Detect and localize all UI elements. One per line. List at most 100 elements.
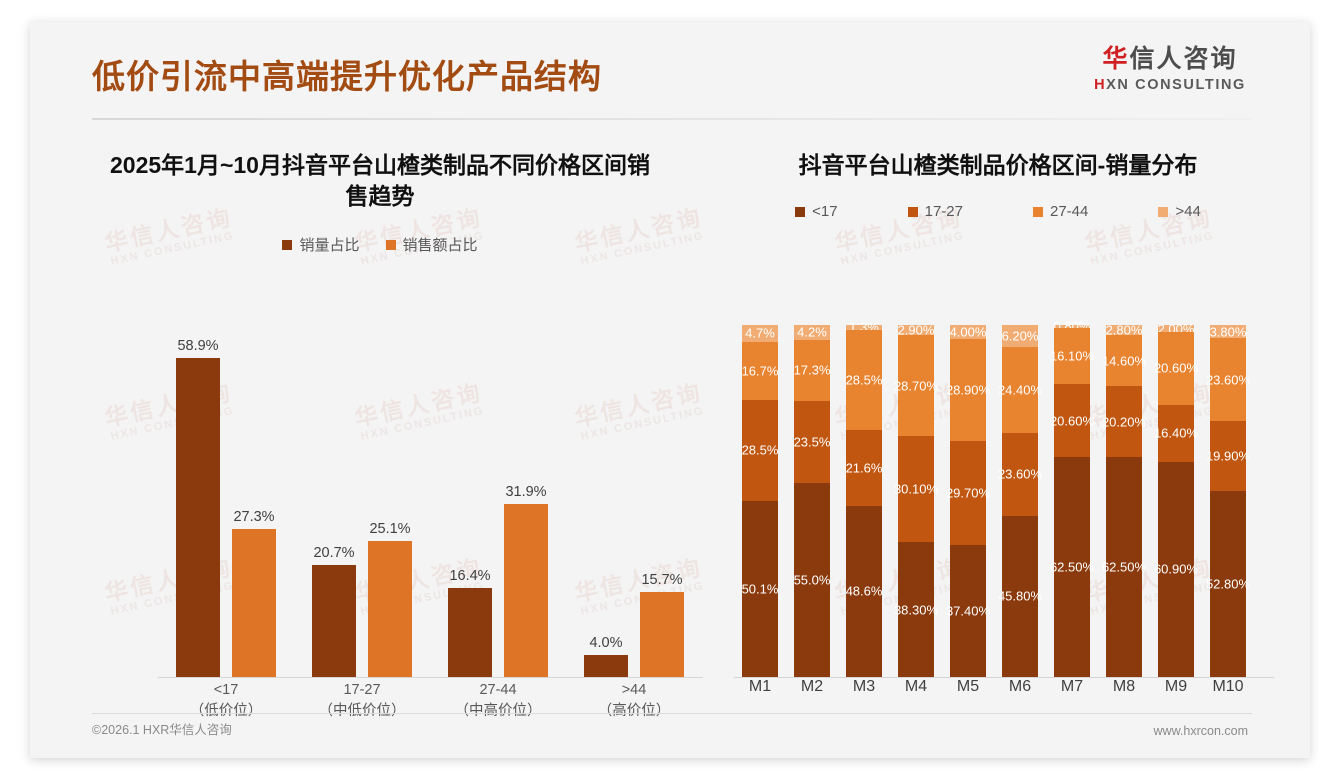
slide: 低价引流中高端提升优化产品结构 华信人咨询 HXN CONSULTING 华信人…	[30, 22, 1310, 758]
stack-segment-17-27-M10[interactable]: 19.90%	[1206, 421, 1250, 492]
stack-value-label: 60.90%	[1153, 561, 1199, 577]
stack-value-label: 23.5%	[793, 434, 831, 450]
stacked-bar-M7[interactable]: 0.80% 16.10% 20.60% 62.50%	[1050, 319, 1094, 677]
stack-segment-27-44-M1[interactable]: 16.7%	[742, 341, 778, 401]
stack-segment-<17-M9[interactable]: 60.90%	[1154, 462, 1198, 677]
bar-group-<17: 58.9% 27.3%	[158, 325, 294, 677]
stack-segment-27-44-M8[interactable]: 14.60%	[1102, 334, 1146, 387]
legend-item-销量占比[interactable]: 销量占比	[282, 234, 360, 255]
x-tick-<17: <17 （低价位）	[158, 680, 294, 722]
stack-segment->44-M6[interactable]: 6.20%	[1002, 325, 1038, 347]
right-chart-x-axis	[734, 677, 1274, 678]
stacked-bar-M3[interactable]: 1.3% 28.5% 21.6% 48.6%	[845, 320, 883, 677]
stack-segment-27-44-M7[interactable]: 16.10%	[1050, 327, 1094, 385]
bar-销量占比-<17[interactable]: 58.9%	[176, 338, 220, 677]
x-tick-17-27: 17-27 （中低价位）	[294, 680, 430, 722]
stack-value-label: 28.5%	[845, 372, 883, 388]
bar-销售额占比-17-27[interactable]: 25.1%	[368, 521, 412, 677]
stacked-bar-M6[interactable]: 6.20% 24.40% 23.60% 45.80%	[998, 325, 1042, 677]
stack-value-label: 19.90%	[1205, 448, 1251, 464]
stack-segment-17-27-M1[interactable]: 28.5%	[742, 400, 778, 501]
stack-segment-<17-M10[interactable]: 52.80%	[1206, 491, 1250, 678]
logo-hua-char: 华	[1102, 45, 1130, 73]
stack-segment-17-27-M2[interactable]: 23.5%	[793, 400, 831, 484]
stack-value-label: 3.80%	[1209, 324, 1247, 340]
bar-value-label: 4.0%	[589, 635, 623, 652]
stack-segment-<17-M4[interactable]: 38.30%	[894, 542, 938, 677]
stack-value-label: 28.90%	[945, 382, 991, 398]
stack-segment-<17-M5[interactable]: 37.40%	[946, 545, 990, 677]
legend-label: <17	[812, 203, 838, 221]
stacked-bar-M2[interactable]: 4.2% 17.3% 23.5% 55.0%	[794, 325, 830, 677]
stacked-bar-M1[interactable]: 4.7% 16.7% 28.5% 50.1%	[742, 325, 778, 677]
stack-segment-17-27-M9[interactable]: 16.40%	[1154, 404, 1198, 463]
stack-value-label: 52.80%	[1205, 576, 1251, 592]
legend-item-17-27[interactable]: 17-27	[907, 203, 963, 220]
stack-segment-27-44-M4[interactable]: 28.70%	[894, 335, 938, 437]
stack-segment-<17-M8[interactable]: 62.50%	[1102, 457, 1146, 678]
stack-segment->44-M9[interactable]: 2.00%	[1158, 321, 1195, 336]
stack-segment-17-27-M5[interactable]: 29.70%	[946, 440, 990, 546]
bar-销售额占比-27-44[interactable]: 31.9%	[504, 484, 548, 677]
bar-销量占比->44[interactable]: 4.0%	[584, 635, 628, 677]
stacked-bar-M4[interactable]: 2.90% 28.70% 30.10% 38.30%	[894, 323, 938, 677]
bar-value-label: 15.7%	[641, 571, 683, 588]
stack-value-label: 50.1%	[741, 581, 779, 597]
x-tick-sublabel: （高价位）	[597, 703, 671, 720]
stack-value-label: 16.40%	[1153, 425, 1199, 441]
stack-segment-27-44-M5[interactable]: 28.90%	[946, 339, 990, 441]
bar-销售额占比-<17[interactable]: 27.3%	[232, 509, 276, 677]
x-tick-range: <17	[213, 682, 239, 698]
x-tick-range: >44	[621, 682, 647, 698]
right-chart-title: 抖音平台山楂类制品价格区间-销量分布	[798, 152, 1198, 178]
stack-segment->44-M8[interactable]: 2.80%	[1106, 322, 1143, 337]
stack-segment-27-44-M10[interactable]: 23.60%	[1206, 338, 1250, 422]
bar-value-label: 31.9%	[505, 484, 547, 501]
stack-value-label: 20.20%	[1101, 414, 1147, 430]
stack-segment-17-27-M4[interactable]: 30.10%	[894, 436, 938, 543]
stack-segment-17-27-M7[interactable]: 20.60%	[1050, 384, 1094, 457]
stacked-bar-M10[interactable]: 3.80% 23.60% 19.90% 52.80%	[1206, 324, 1250, 678]
x-tick-sublabel: （低价位）	[189, 703, 263, 720]
stack-segment-17-27-M3[interactable]: 21.6%	[845, 429, 883, 506]
stack-value-label: 21.6%	[845, 460, 883, 476]
stack-segment-<17-M7[interactable]: 62.50%	[1050, 456, 1094, 677]
stack-segment->44-M10[interactable]: 3.80%	[1209, 324, 1247, 340]
stack-segment-27-44-M9[interactable]: 20.60%	[1154, 332, 1198, 405]
stack-segment->44-M2[interactable]: 4.2%	[794, 325, 830, 340]
stacked-bar-M9[interactable]: 2.00% 20.60% 16.40% 60.90%	[1154, 321, 1198, 677]
stack-segment-<17-M6[interactable]: 45.80%	[998, 515, 1042, 677]
stack-segment->44-M1[interactable]: 4.7%	[742, 325, 778, 342]
stack-segment-<17-M1[interactable]: 50.1%	[741, 500, 779, 677]
stack-segment->44-M5[interactable]: 4.00%	[950, 325, 987, 340]
x-tick-M6: M6	[1008, 678, 1032, 695]
stacked-bar-M8[interactable]: 2.80% 14.60% 20.20% 62.50%	[1102, 322, 1146, 678]
stack-segment-27-44-M2[interactable]: 17.3%	[794, 339, 830, 401]
stack-value-label: 48.6%	[845, 583, 883, 599]
bar-销售额占比->44[interactable]: 15.7%	[640, 572, 684, 677]
stack-segment-27-44-M3[interactable]: 28.5%	[845, 329, 883, 430]
stack-segment-<17-M3[interactable]: 48.6%	[845, 505, 883, 677]
bar-销量占比-27-44[interactable]: 16.4%	[448, 568, 492, 677]
legend-item-销售额占比[interactable]: 销售额占比	[385, 234, 478, 255]
stack-value-label: 4.7%	[745, 325, 775, 341]
stack-value-label: 16.10%	[1049, 348, 1095, 364]
stack-segment->44-M4[interactable]: 2.90%	[898, 323, 935, 338]
left-chart-legend: 销量占比 销售额占比	[70, 234, 690, 255]
legend-item->44[interactable]: >44	[1158, 203, 1201, 220]
bar-销量占比-17-27[interactable]: 20.7%	[312, 545, 356, 677]
stack-segment-17-27-M6[interactable]: 23.60%	[998, 432, 1042, 516]
header-divider	[92, 118, 1252, 120]
x-tick-M8: M8	[1112, 678, 1136, 695]
stack-segment-27-44-M6[interactable]: 24.40%	[998, 346, 1042, 433]
bar-group-17-27: 20.7% 25.1%	[294, 325, 430, 677]
stack-value-label: 62.50%	[1049, 559, 1095, 575]
bar-group->44: 4.0% 15.7%	[566, 325, 702, 677]
stack-segment-<17-M2[interactable]: 55.0%	[794, 483, 830, 677]
x-tick-M4: M4	[904, 678, 928, 695]
legend-item-<17[interactable]: <17	[795, 203, 838, 221]
stacked-bar-M5[interactable]: 4.00% 28.90% 29.70% 37.40%	[946, 325, 990, 677]
legend-item-27-44[interactable]: 27-44	[1033, 203, 1088, 220]
legend-swatch-icon	[385, 239, 396, 250]
stack-segment-17-27-M8[interactable]: 20.20%	[1102, 386, 1146, 458]
